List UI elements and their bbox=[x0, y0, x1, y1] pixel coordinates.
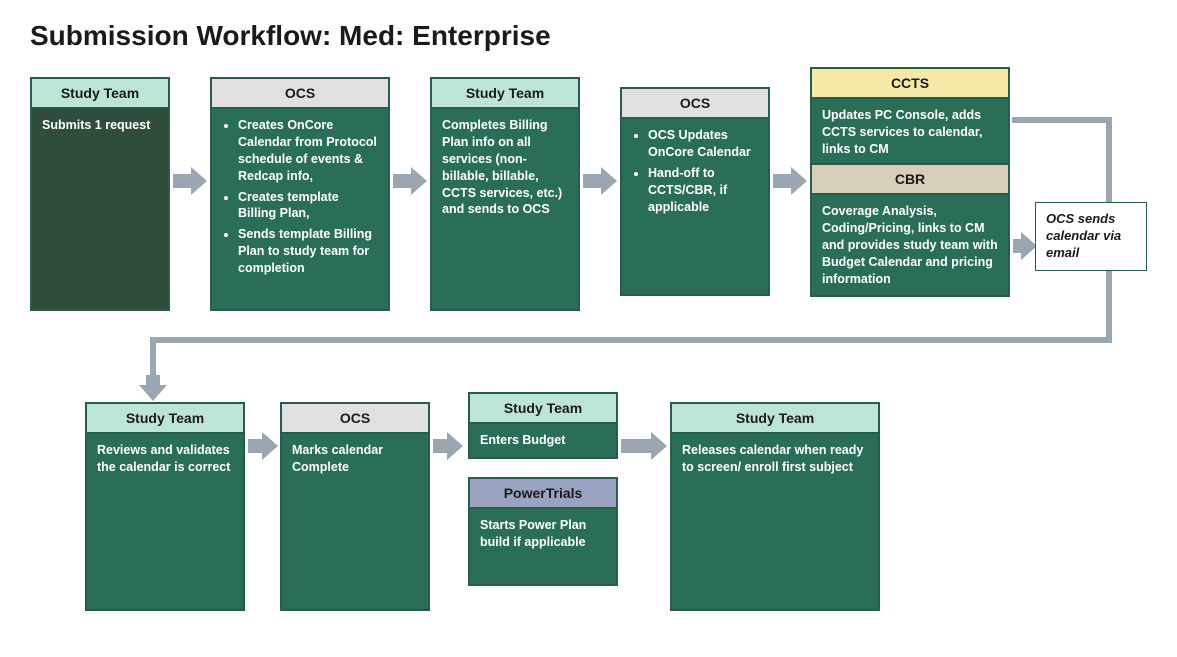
node-body: Marks calendar Complete bbox=[282, 434, 428, 609]
node-list: OCS Updates OnCore Calendar Hand-off to … bbox=[632, 127, 758, 215]
list-item: Sends template Billing Plan to study tea… bbox=[238, 226, 378, 277]
page-title: Submission Workflow: Med: Enterprise bbox=[30, 20, 1147, 52]
arrow-icon bbox=[583, 167, 617, 195]
node-body: Releases calendar when ready to screen/ … bbox=[672, 434, 878, 609]
node-r2-powertrials: PowerTrials Starts Power Plan build if a… bbox=[468, 477, 618, 586]
node-r1-cbr: CBR Coverage Analysis, Coding/Pricing, l… bbox=[810, 163, 1010, 297]
node-header: CBR bbox=[812, 165, 1008, 195]
node-r1-ocs-update: OCS OCS Updates OnCore Calendar Hand-off… bbox=[620, 87, 770, 296]
list-item: Creates template Billing Plan, bbox=[238, 189, 378, 223]
arrow-icon bbox=[621, 432, 667, 460]
node-body: Coverage Analysis, Coding/Pricing, links… bbox=[812, 195, 1008, 295]
node-header: Study Team bbox=[32, 79, 168, 109]
node-r1-ocs-create: OCS Creates OnCore Calendar from Protoco… bbox=[210, 77, 390, 311]
node-header: CCTS bbox=[812, 69, 1008, 99]
node-r2-studyteam-budget: Study Team Enters Budget bbox=[468, 392, 618, 459]
node-r2-studyteam-review: Study Team Reviews and validates the cal… bbox=[85, 402, 245, 611]
node-body: Reviews and validates the calendar is co… bbox=[87, 434, 243, 609]
node-header: OCS bbox=[622, 89, 768, 119]
list-item: OCS Updates OnCore Calendar bbox=[648, 127, 758, 161]
node-header: Study Team bbox=[87, 404, 243, 434]
node-r1-studyteam-billing: Study Team Completes Billing Plan info o… bbox=[430, 77, 580, 311]
node-r1-studyteam-submit: Study Team Submits 1 request bbox=[30, 77, 170, 311]
node-header: Study Team bbox=[432, 79, 578, 109]
arrow-down-icon bbox=[139, 375, 167, 401]
arrow-icon bbox=[1013, 232, 1037, 260]
node-header: Study Team bbox=[672, 404, 878, 434]
node-body: Updates PC Console, adds CCTS services t… bbox=[812, 99, 1008, 166]
node-r2-ocs-complete: OCS Marks calendar Complete bbox=[280, 402, 430, 611]
node-list: Creates OnCore Calendar from Protocol sc… bbox=[222, 117, 378, 277]
node-header: Study Team bbox=[470, 394, 616, 424]
node-body: Starts Power Plan build if applicable bbox=[470, 509, 616, 584]
node-body: Creates OnCore Calendar from Protocol sc… bbox=[212, 109, 388, 309]
arrow-icon bbox=[773, 167, 807, 195]
connector-line bbox=[150, 337, 1112, 343]
node-header: PowerTrials bbox=[470, 479, 616, 509]
arrow-icon bbox=[173, 167, 207, 195]
node-body: Completes Billing Plan info on all servi… bbox=[432, 109, 578, 309]
node-body: Enters Budget bbox=[470, 424, 616, 457]
node-header: OCS bbox=[282, 404, 428, 434]
connector-line bbox=[150, 337, 156, 377]
connector-line bbox=[1012, 117, 1112, 123]
node-r1-ccts: CCTS Updates PC Console, adds CCTS servi… bbox=[810, 67, 1010, 168]
node-body: Submits 1 request bbox=[32, 109, 168, 309]
workflow-canvas: Study Team Submits 1 request OCS Creates… bbox=[30, 77, 1147, 637]
node-header: OCS bbox=[212, 79, 388, 109]
list-item: Hand-off to CCTS/CBR, if applicable bbox=[648, 165, 758, 216]
node-body: OCS Updates OnCore Calendar Hand-off to … bbox=[622, 119, 768, 294]
arrow-icon bbox=[248, 432, 278, 460]
arrow-icon bbox=[433, 432, 463, 460]
list-item: Creates OnCore Calendar from Protocol sc… bbox=[238, 117, 378, 185]
arrow-icon bbox=[393, 167, 427, 195]
callout-ocs-email: OCS sends calendar via email bbox=[1035, 202, 1147, 271]
node-r2-studyteam-release: Study Team Releases calendar when ready … bbox=[670, 402, 880, 611]
